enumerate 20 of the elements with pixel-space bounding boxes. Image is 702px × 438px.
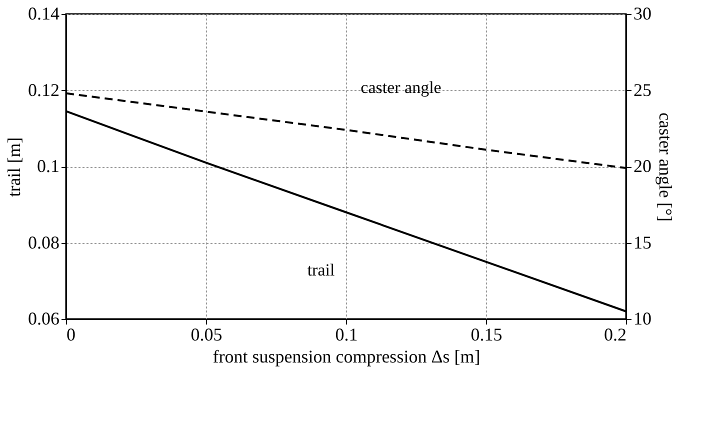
- text: trail: [307, 260, 335, 280]
- x-tick-label: 0.2: [604, 324, 626, 344]
- y2-tick-label: 10: [634, 308, 652, 328]
- y-tick-label: 0.14: [28, 4, 60, 24]
- y2-tick-label: 25: [634, 80, 652, 100]
- y2-tick-label: 30: [634, 4, 652, 24]
- y2-axis-title: caster angle [°]: [656, 112, 676, 222]
- y-tick-label: 0.12: [28, 80, 60, 100]
- x-axis-title: front suspension compression Δs [m]: [212, 346, 480, 366]
- x-tick-label: 0: [66, 324, 76, 344]
- y-tick-label: 0.1: [37, 156, 60, 176]
- y-tick-label: 0.08: [28, 232, 60, 252]
- y-tick-label: 0.06: [28, 308, 60, 328]
- y2-tick-label: 15: [634, 232, 652, 252]
- x-tick-label: 0.1: [335, 324, 358, 344]
- x-tick-label: 0.15: [470, 324, 502, 344]
- text: caster angle: [360, 78, 442, 97]
- y2-tick-label: 20: [634, 156, 652, 176]
- y-axis-title: trail [m]: [4, 137, 24, 197]
- x-tick-label: 0.05: [190, 324, 222, 344]
